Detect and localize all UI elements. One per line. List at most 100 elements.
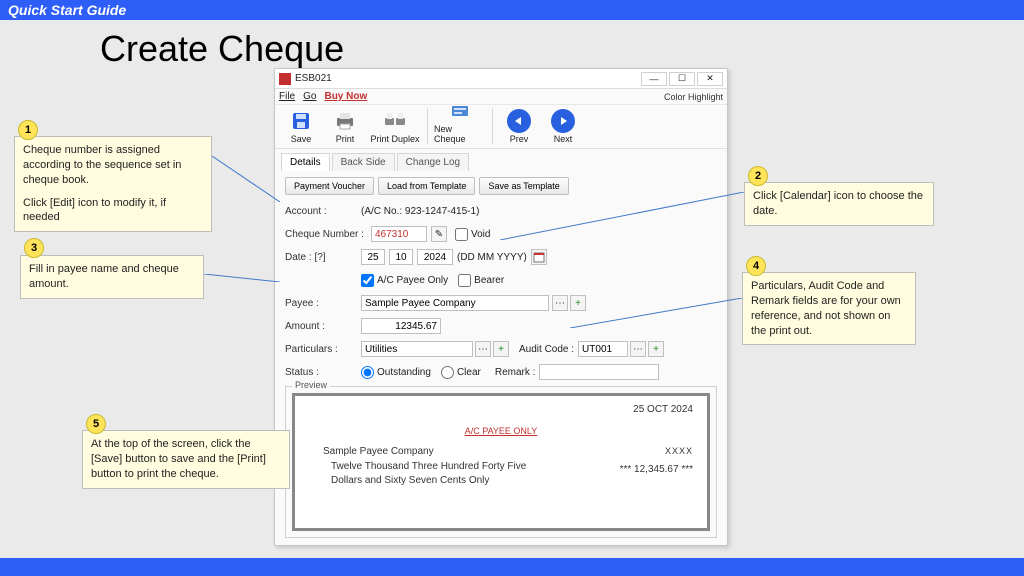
preview-ac-payee: A/C PAYEE ONLY — [295, 426, 707, 436]
footer-banner — [0, 558, 1024, 576]
preview-fieldset: Preview 25 OCT 2024 A/C PAYEE ONLY Sampl… — [285, 386, 717, 538]
maximize-button[interactable]: ☐ — [669, 72, 695, 86]
preview-amount-num: *** 12,345.67 *** — [620, 464, 693, 475]
minimize-button[interactable]: — — [641, 72, 667, 86]
menu-go[interactable]: Go — [303, 91, 316, 102]
callout-5-num: 5 — [86, 414, 106, 434]
date-label: Date : [?] — [285, 252, 361, 263]
menubar: File Go Buy Now Color Highlight — [275, 89, 727, 105]
next-label: Next — [554, 134, 573, 144]
audit-code-add-icon[interactable]: + — [648, 341, 664, 357]
preview-xxxx: XXXX — [665, 446, 693, 456]
audit-code-input[interactable] — [578, 341, 628, 357]
print-duplex-button[interactable]: Print Duplex — [369, 109, 421, 144]
status-outstanding-radio[interactable] — [361, 366, 374, 379]
prev-button[interactable]: Prev — [499, 109, 539, 144]
app-icon — [279, 73, 291, 85]
callout-1-num: 1 — [18, 120, 38, 140]
cheque-number-input[interactable] — [371, 226, 427, 242]
status-clear-radio[interactable] — [441, 366, 454, 379]
prev-icon — [507, 109, 531, 133]
close-button[interactable]: ✕ — [697, 72, 723, 86]
window-controls: — ☐ ✕ — [641, 72, 723, 86]
preview-payee: Sample Payee Company — [323, 446, 434, 457]
prev-label: Prev — [510, 134, 529, 144]
calendar-icon[interactable] — [531, 249, 547, 265]
new-cheque-label: New Cheque — [434, 124, 486, 144]
main-title: Create Cheque — [100, 28, 344, 70]
bearer-label: Bearer — [474, 275, 504, 286]
preview-date: 25 OCT 2024 — [633, 404, 693, 415]
callout-5-text: At the top of the screen, click the [Sav… — [91, 437, 281, 482]
audit-code-lookup-icon[interactable]: ⋯ — [630, 341, 646, 357]
callout-4-text: Particulars, Audit Code and Remark field… — [751, 279, 907, 338]
cheque-number-label: Cheque Number : — [285, 229, 371, 240]
callout-1-box: Cheque number is assigned according to t… — [14, 136, 212, 232]
amount-label: Amount : — [285, 321, 361, 332]
void-checkbox[interactable] — [455, 228, 468, 241]
preview-legend: Preview — [292, 380, 330, 390]
next-icon — [551, 109, 575, 133]
cheque-preview: 25 OCT 2024 A/C PAYEE ONLY Sample Payee … — [292, 393, 710, 531]
app-window: ESB021 — ☐ ✕ File Go Buy Now Color Highl… — [274, 68, 728, 546]
payee-input[interactable] — [361, 295, 549, 311]
ac-payee-checkbox[interactable] — [361, 274, 374, 287]
toolbar-separator-2 — [492, 108, 493, 144]
payee-lookup-icon[interactable]: ⋯ — [552, 295, 568, 311]
remark-label: Remark : — [495, 367, 536, 378]
print-duplex-label: Print Duplex — [370, 134, 419, 144]
particulars-input[interactable] — [361, 341, 473, 357]
toolbar: Save Print Print Duplex New Cheque — [275, 105, 727, 149]
edit-cheque-number-icon[interactable]: ✎ — [431, 226, 447, 242]
date-dd-input[interactable] — [361, 249, 385, 265]
callout-3-box: Fill in payee name and cheque amount. — [20, 255, 204, 299]
callout-4-box: Particulars, Audit Code and Remark field… — [742, 272, 916, 345]
callout-4-num: 4 — [746, 256, 766, 276]
void-label: Void — [471, 229, 490, 240]
callout-2-text: Click [Calendar] icon to choose the date… — [753, 189, 925, 219]
ac-payee-label: A/C Payee Only — [377, 275, 448, 286]
payment-voucher-button[interactable]: Payment Voucher — [285, 177, 374, 195]
menu-buy-now[interactable]: Buy Now — [324, 91, 367, 102]
menu-file[interactable]: File — [279, 91, 295, 102]
toolbar-separator-1 — [427, 108, 428, 144]
bearer-checkbox[interactable] — [458, 274, 471, 287]
tab-details[interactable]: Details — [281, 153, 330, 171]
color-highlight-label[interactable]: Color Highlight — [664, 92, 723, 102]
print-icon — [333, 109, 357, 133]
date-yyyy-input[interactable] — [417, 249, 453, 265]
preview-amount-words: Twelve Thousand Three Hundred Forty Five… — [331, 460, 541, 488]
status-clear-label: Clear — [457, 367, 481, 378]
amount-input[interactable] — [361, 318, 441, 334]
tab-change-log[interactable]: Change Log — [397, 153, 470, 171]
save-button[interactable]: Save — [281, 109, 321, 144]
form-area: Payment Voucher Load from Template Save … — [275, 171, 727, 546]
callout-3-text: Fill in payee name and cheque amount. — [29, 262, 195, 292]
next-button[interactable]: Next — [543, 109, 583, 144]
save-template-button[interactable]: Save as Template — [479, 177, 568, 195]
audit-code-label: Audit Code : — [519, 344, 574, 355]
window-title: ESB021 — [295, 73, 332, 84]
payee-add-icon[interactable]: + — [570, 295, 586, 311]
print-duplex-icon — [383, 109, 407, 133]
remark-input[interactable] — [539, 364, 659, 380]
account-label: Account : — [285, 206, 361, 217]
callout-1-text1: Cheque number is assigned according to t… — [23, 143, 203, 188]
particulars-add-icon[interactable]: + — [493, 341, 509, 357]
print-label: Print — [336, 134, 355, 144]
print-button[interactable]: Print — [325, 109, 365, 144]
tab-back-side[interactable]: Back Side — [332, 153, 395, 171]
date-format-label: (DD MM YYYY) — [457, 252, 527, 263]
titlebar: ESB021 — ☐ ✕ — [275, 69, 727, 89]
payee-label: Payee : — [285, 298, 361, 309]
header-banner: Quick Start Guide — [0, 0, 1024, 20]
callout-2-num: 2 — [748, 166, 768, 186]
new-cheque-button[interactable]: New Cheque — [434, 99, 486, 144]
callout-3-num: 3 — [24, 238, 44, 258]
account-value: (A/C No.: 923-1247-415-1) — [361, 206, 479, 217]
particulars-label: Particulars : — [285, 344, 361, 355]
date-mm-input[interactable] — [389, 249, 413, 265]
particulars-lookup-icon[interactable]: ⋯ — [475, 341, 491, 357]
callout-2-box: Click [Calendar] icon to choose the date… — [744, 182, 934, 226]
load-template-button[interactable]: Load from Template — [378, 177, 475, 195]
